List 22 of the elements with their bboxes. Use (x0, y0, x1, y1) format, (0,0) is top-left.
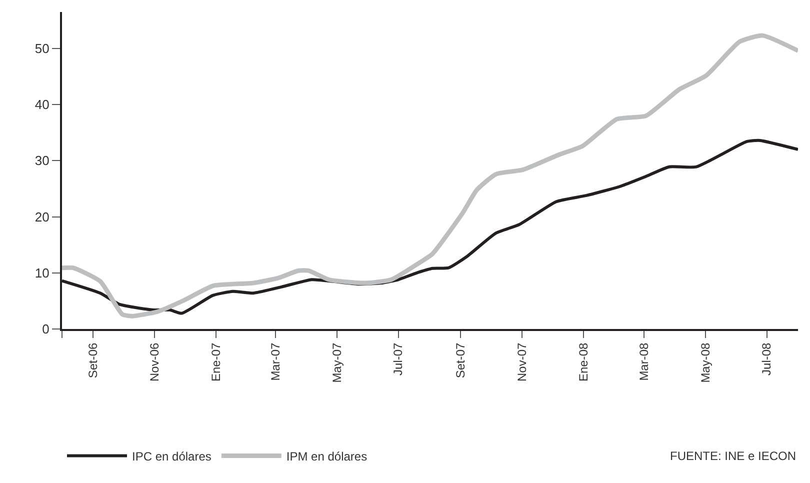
x-tick-label: Nov-07 (515, 342, 530, 382)
y-tick-label: 40 (34, 97, 50, 112)
x-tick-label: Set-07 (454, 342, 468, 378)
y-tick-label: 20 (34, 209, 50, 224)
x-tick-label: May-08 (698, 342, 712, 383)
x-tick-label: May-07 (330, 342, 344, 383)
y-tick-label: 30 (34, 153, 50, 168)
x-tick-label: Jul-08 (760, 342, 774, 376)
x-tick-label: Mar-07 (268, 342, 282, 381)
y-tick-label: 0 (42, 322, 50, 337)
y-tick-label: 10 (34, 265, 50, 280)
x-tick-label: Set-06 (86, 342, 100, 378)
legend-label: IPC en dólares (132, 449, 212, 464)
line-series (62, 33, 798, 318)
x-tick-label: Nov-06 (148, 342, 162, 382)
legend-label: IPM en dólares (286, 449, 368, 464)
x-tick-label: Mar-08 (636, 342, 651, 381)
x-tick-label: Ene-08 (576, 342, 590, 382)
x-tick-label: Jul-07 (391, 342, 406, 376)
y-tick-label: 50 (34, 41, 50, 56)
source-note: FUENTE: INE e IECON (670, 449, 796, 463)
x-tick-label: Ene-07 (208, 342, 223, 382)
